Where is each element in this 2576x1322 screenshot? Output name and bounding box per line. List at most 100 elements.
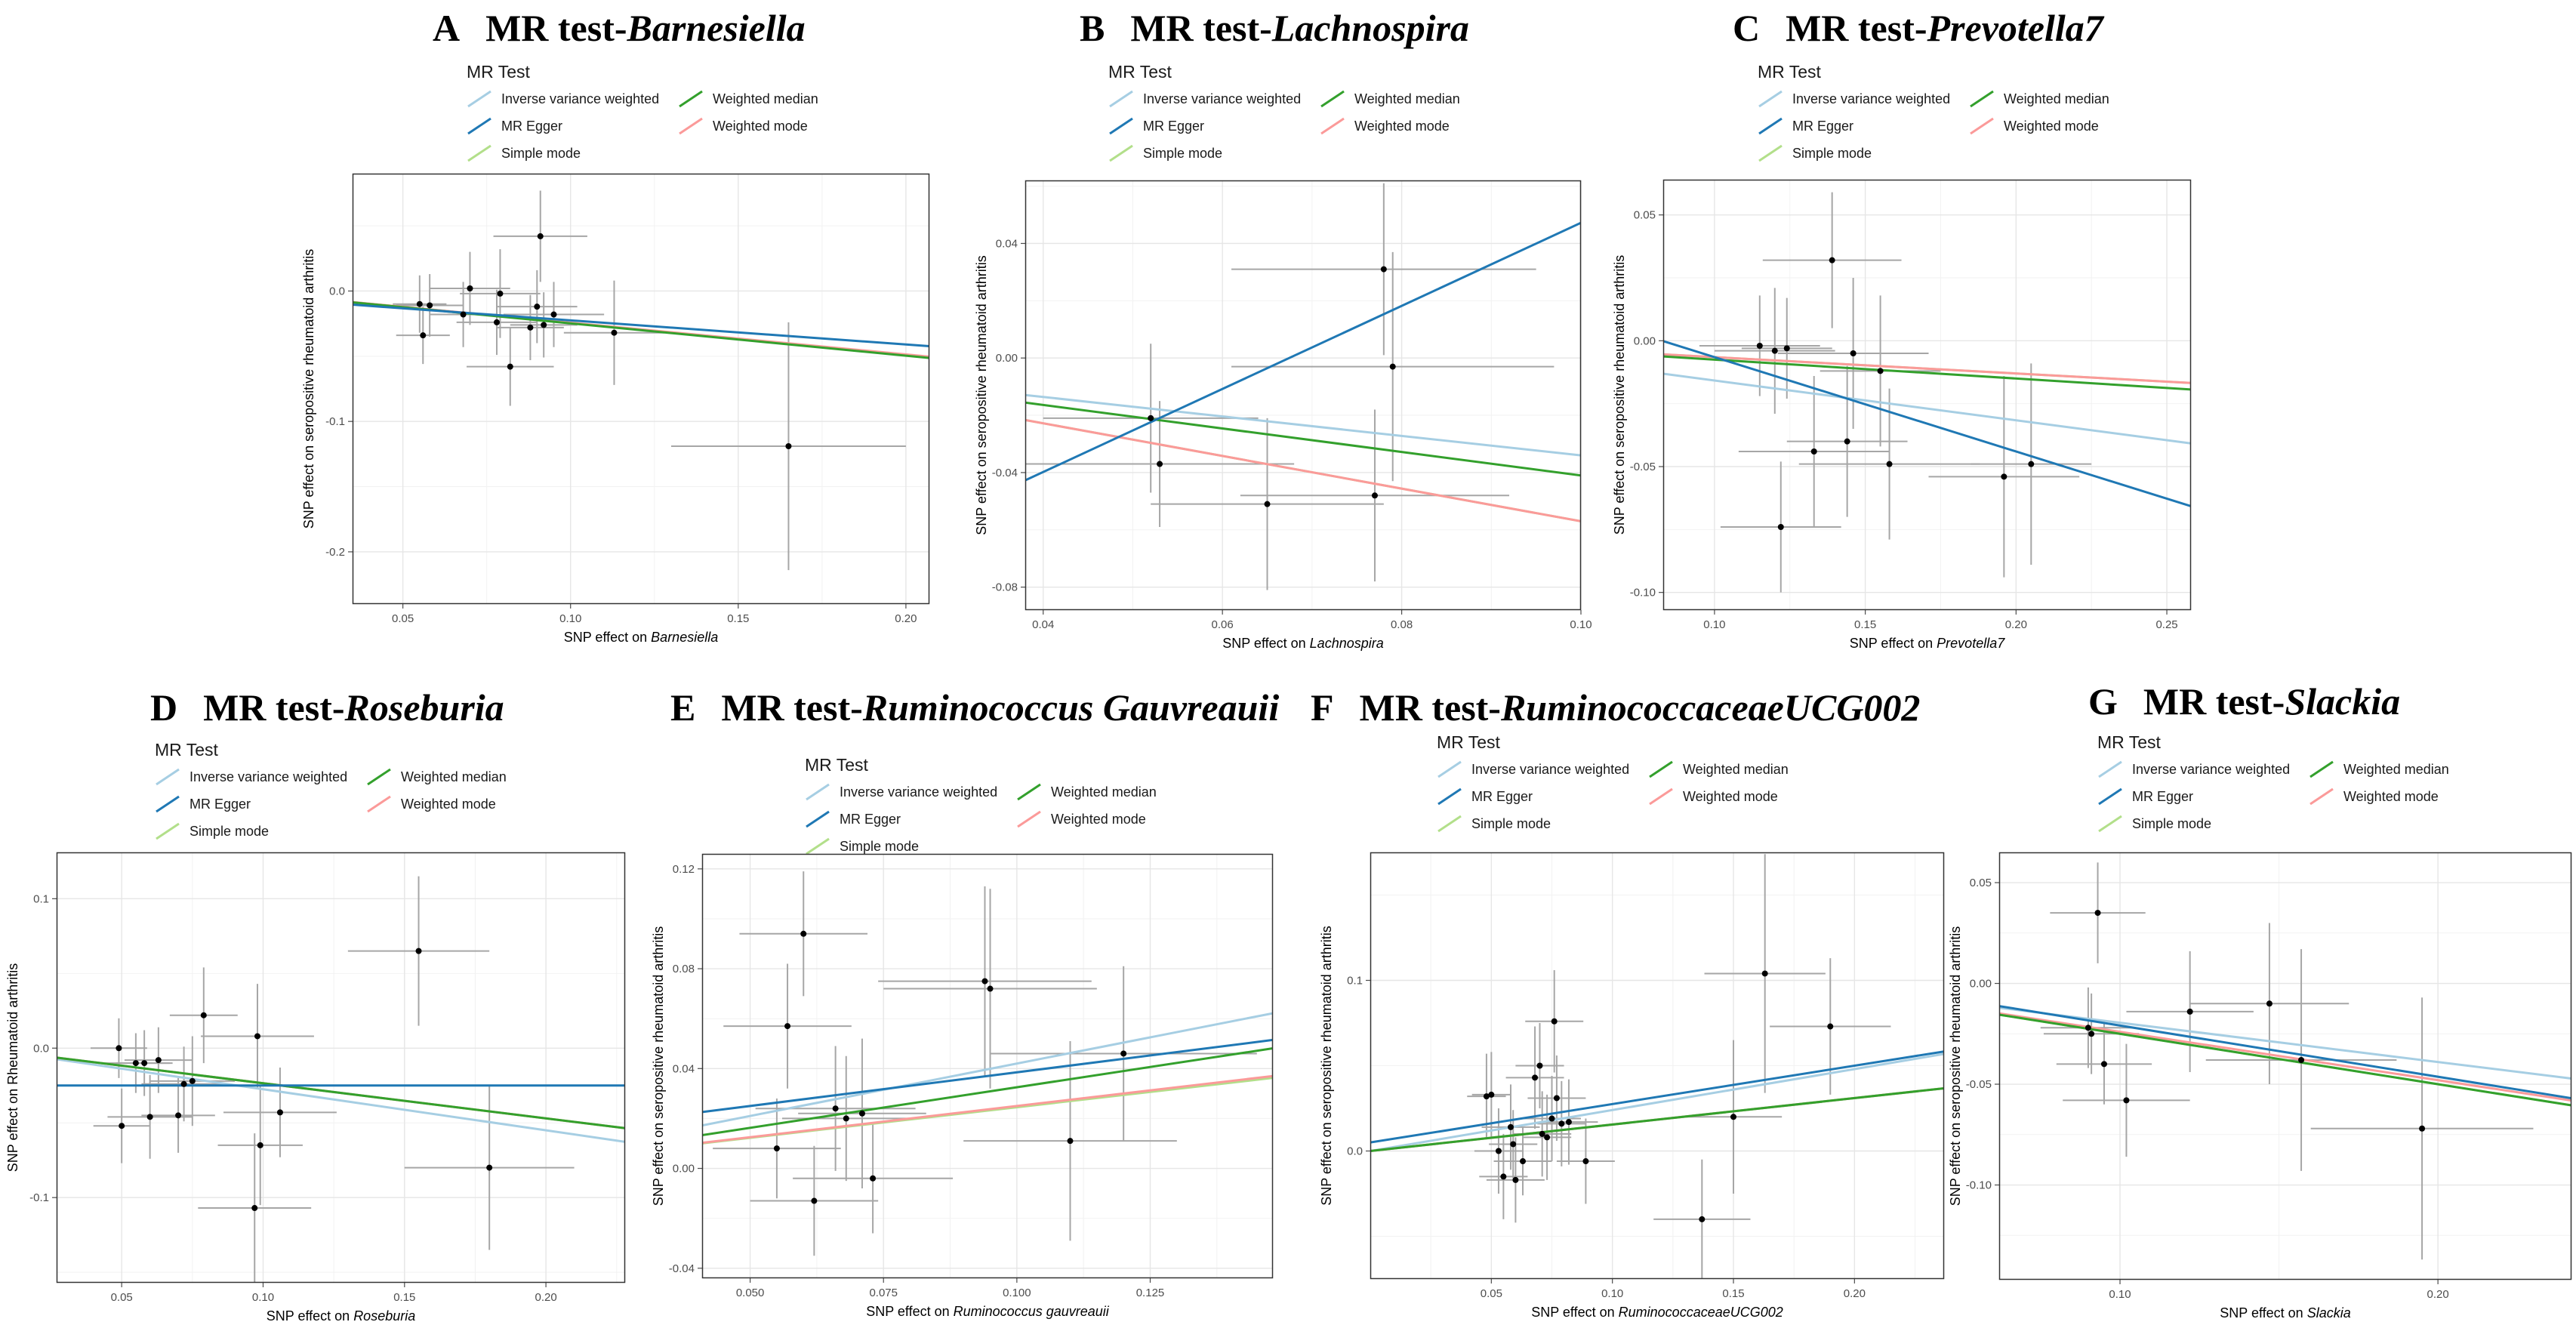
legend-label: Weighted median <box>2004 91 2109 106</box>
x-tick-label: 0.05 <box>111 1291 133 1304</box>
y-axis-title: SNP effect on seropositive rheumatoid ar… <box>1612 255 1627 535</box>
x-tick-label: 0.05 <box>1481 1287 1502 1300</box>
plot-area <box>1025 183 1581 590</box>
snp-point <box>611 329 618 336</box>
snp-point <box>1810 448 1817 455</box>
snp-point <box>832 1105 839 1112</box>
snp-point <box>1553 1095 1560 1102</box>
snp-point <box>1783 345 1790 352</box>
y-tick-label: -0.08 <box>992 581 1018 594</box>
legend: MR Test Inverse variance weighted Weighted… <box>1108 62 1516 164</box>
snp-point <box>189 1077 196 1084</box>
plot-area <box>1370 854 1944 1279</box>
y-tick-label: -0.2 <box>325 546 345 559</box>
scatter-plot: 0.050 0.075 0.100 0.125 -0.04 0.00 0.04 0.08 0.1… <box>651 853 1274 1319</box>
plot-background <box>353 174 929 604</box>
snp-point <box>870 1175 877 1182</box>
snp-point <box>1067 1138 1074 1145</box>
legend-label: Weighted mode <box>401 796 496 812</box>
snp-point <box>811 1197 818 1204</box>
legend-item: Weighted median <box>1016 781 1213 803</box>
legend-item: MR Egger <box>155 794 366 815</box>
legend-label: Weighted median <box>1051 784 1157 800</box>
panel-letter: A <box>433 7 461 49</box>
title-prefix: MR test- <box>485 7 627 49</box>
panel-title: B MR test-Lachnospira <box>1080 6 1469 50</box>
legend-item: Inverse variance weighted <box>467 88 678 109</box>
snp-point <box>497 290 504 297</box>
y-axis-title: SNP effect on seropositive rheumatoid ar… <box>301 249 316 529</box>
plot-border <box>352 173 930 605</box>
x-tick-label: 0.20 <box>895 612 917 625</box>
genus-name: Barnesiella <box>627 7 806 49</box>
title-prefix: MR test- <box>203 686 345 729</box>
x-tick-label: 0.15 <box>1854 618 1876 631</box>
legend-item: Weighted mode <box>678 116 874 137</box>
regression-line-mr-egger <box>1663 340 2191 507</box>
snp-point <box>1730 1114 1737 1120</box>
y-tick-label: 0.08 <box>673 963 695 975</box>
snp-point <box>507 363 513 370</box>
legend-label: MR Egger <box>190 796 251 812</box>
scatter-plot: 0.05 0.10 0.15 0.20 -0.1 0.0 0.1 SNP effect on … <box>5 852 626 1322</box>
x-axis-title: SNP effect on Prevotella7 <box>1850 636 2005 651</box>
legend-key-icon <box>806 837 830 855</box>
legend-item: Simple mode <box>155 821 366 842</box>
snp-point <box>180 1080 187 1087</box>
panel-letter: G <box>2088 680 2118 723</box>
snp-point <box>467 285 473 291</box>
regression-line-mr-egger <box>1370 1050 1944 1144</box>
snp-point <box>1500 1173 1507 1180</box>
legend-label: Inverse variance weighted <box>1471 761 1630 777</box>
legend-label: Simple mode <box>1792 145 1872 161</box>
snp-point <box>2266 1000 2272 1007</box>
legend-key-icon <box>156 768 180 786</box>
legend-key-icon <box>467 144 491 162</box>
legend-item: Weighted median <box>2309 759 2505 780</box>
snp-point <box>1850 350 1857 356</box>
snp-point <box>141 1060 148 1067</box>
legend-item: Simple mode <box>467 143 678 164</box>
x-axis-title-prefix: SNP effect on <box>1222 636 1309 651</box>
legend-item: Weighted mode <box>1320 116 1516 137</box>
y-tick-label: -0.04 <box>669 1262 695 1275</box>
legend-key-icon <box>1109 144 1133 162</box>
legend-key-icon <box>367 795 391 813</box>
legend-title: MR Test <box>155 740 218 760</box>
snp-point <box>460 311 467 318</box>
legend-label: Simple mode <box>501 145 581 161</box>
legend-label: MR Egger <box>2132 788 2194 804</box>
legend-item: Inverse variance weighted <box>1437 759 1648 780</box>
y-tick-label: -0.05 <box>1966 1078 1992 1091</box>
snp-point <box>843 1115 849 1122</box>
legend-label: Inverse variance weighted <box>2132 761 2291 777</box>
snp-point <box>537 233 544 239</box>
legend-key-icon <box>1109 117 1133 135</box>
legend-item: MR Egger <box>1437 786 1648 807</box>
legend-label: Inverse variance weighted <box>1143 91 1302 106</box>
legend-key-icon <box>1649 760 1673 778</box>
legend: MR Test Inverse variance weighted Weighted… <box>805 755 1213 857</box>
legend-label: MR Egger <box>501 118 563 134</box>
genus-name: RuminococcaceaeUCG002 <box>1500 686 1921 729</box>
legend-key-icon <box>1437 787 1462 806</box>
plot-border <box>1998 852 2572 1280</box>
snp-point <box>116 1045 122 1052</box>
x-axis-title-prefix: SNP effect on <box>267 1308 353 1322</box>
snp-point <box>541 322 547 328</box>
snp-point <box>1771 347 1778 354</box>
plot-area <box>1663 192 2191 593</box>
legend-label: Weighted mode <box>1051 811 1146 827</box>
x-tick-label: 0.100 <box>1003 1287 1031 1299</box>
scatter-plot: 0.10 0.20 -0.10 -0.05 0.00 0.05 SNP effect on … <box>1948 852 2572 1320</box>
y-tick-label: 0.1 <box>33 892 49 905</box>
legend-label: Simple mode <box>190 823 270 839</box>
legend-label: MR Egger <box>1143 118 1205 134</box>
legend-key-icon <box>1320 90 1345 108</box>
legend-key-icon <box>1017 810 1041 828</box>
scatter-plot: 0.05 0.10 0.15 0.20 -0.2 -0.1 0.0 SNP effect on… <box>301 173 930 645</box>
legend-title: MR Test <box>1108 62 1172 82</box>
snp-point <box>1539 1130 1545 1137</box>
legend-item: Inverse variance weighted <box>1758 88 1969 109</box>
x-tick-label: 0.10 <box>559 612 581 625</box>
